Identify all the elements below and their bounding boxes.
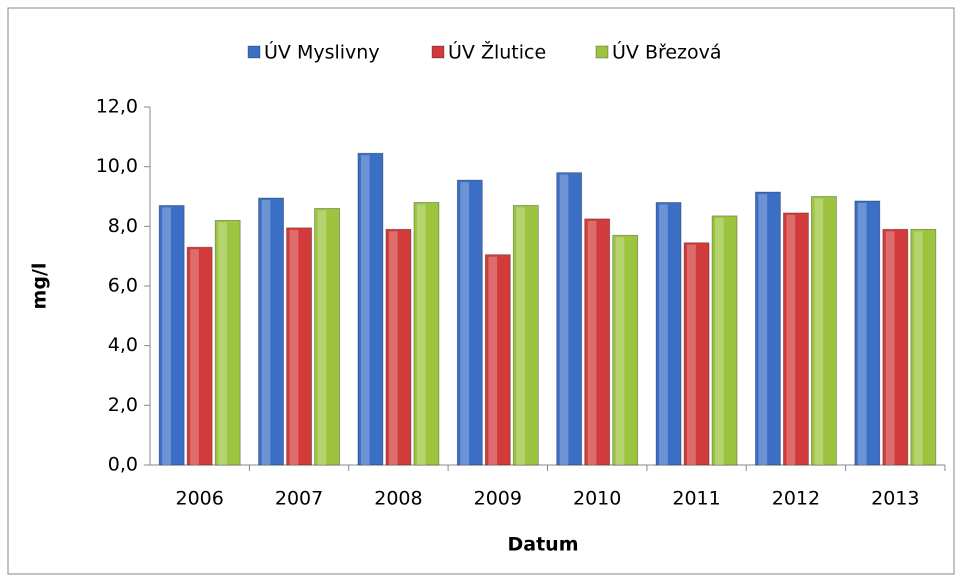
bar <box>655 202 682 466</box>
bar-highlight <box>360 155 370 465</box>
bar-highlight <box>559 174 569 465</box>
bar <box>882 228 909 466</box>
bar <box>512 205 539 466</box>
legend-swatch <box>595 45 609 59</box>
bar-highlight <box>786 214 796 465</box>
bar <box>854 200 881 466</box>
bar <box>357 152 384 466</box>
x-axis-title: Datum <box>508 534 579 556</box>
bar-highlight <box>885 231 895 465</box>
x-tick-label: 2012 <box>772 488 820 510</box>
bar-highlight <box>460 182 470 465</box>
bar-highlight <box>162 207 171 465</box>
y-tick-label: 12,0 <box>96 96 138 118</box>
x-tick-label: 2008 <box>374 488 422 510</box>
y-tick-label: 0,0 <box>108 454 138 476</box>
bar-highlight <box>659 204 668 465</box>
bar <box>910 228 937 466</box>
y-tick-label: 2,0 <box>108 394 138 416</box>
bar-highlight <box>488 256 498 465</box>
bar-highlight <box>218 222 227 465</box>
legend-label: ÚV Žlutice <box>448 40 546 64</box>
bar <box>158 205 185 466</box>
legend-label: ÚV Myslivny <box>264 40 380 64</box>
x-tick-label: 2006 <box>176 488 224 510</box>
bar <box>413 202 440 466</box>
bar <box>385 228 412 466</box>
legend-label: ÚV Březová <box>612 40 722 64</box>
bar <box>456 179 483 466</box>
y-tick-label: 4,0 <box>108 334 138 356</box>
bar-highlight <box>416 204 426 465</box>
bar <box>683 242 710 466</box>
bar <box>258 197 284 466</box>
bar-highlight <box>317 210 327 465</box>
bar <box>186 246 213 466</box>
bar-highlight <box>516 207 526 465</box>
y-tick-label: 8,0 <box>108 215 138 237</box>
bar-highlight <box>261 199 271 465</box>
bar-highlight <box>814 198 824 465</box>
x-tick-label: 2011 <box>672 488 720 510</box>
bar-highlight <box>758 194 768 465</box>
bar-highlight <box>615 237 625 465</box>
x-tick-label: 2013 <box>871 488 919 510</box>
bar <box>783 212 809 466</box>
bar-highlight <box>857 202 867 465</box>
bar-highlight <box>190 249 199 465</box>
bar <box>755 191 781 466</box>
y-tick-label: 10,0 <box>96 155 138 177</box>
bar-highlight <box>587 220 597 465</box>
x-tick-label: 2007 <box>275 488 323 510</box>
bar-highlight <box>289 229 299 465</box>
bar <box>286 227 312 466</box>
x-tick-label: 2010 <box>573 488 621 510</box>
x-tick-label: 2009 <box>474 488 522 510</box>
legend-swatch <box>431 45 445 59</box>
bar <box>584 218 611 466</box>
legend-swatch <box>247 45 261 59</box>
bar-highlight <box>388 231 398 465</box>
bar <box>811 196 837 466</box>
y-tick-label: 6,0 <box>108 275 138 297</box>
y-axis-title: mg/l <box>29 263 51 310</box>
bar <box>484 254 511 466</box>
bar <box>711 215 738 466</box>
bar <box>314 208 340 466</box>
bar-highlight <box>913 231 923 465</box>
bar-highlight <box>687 244 696 465</box>
bar <box>612 234 639 466</box>
bar <box>556 172 583 466</box>
bar-highlight <box>715 217 724 465</box>
bar <box>214 219 241 466</box>
